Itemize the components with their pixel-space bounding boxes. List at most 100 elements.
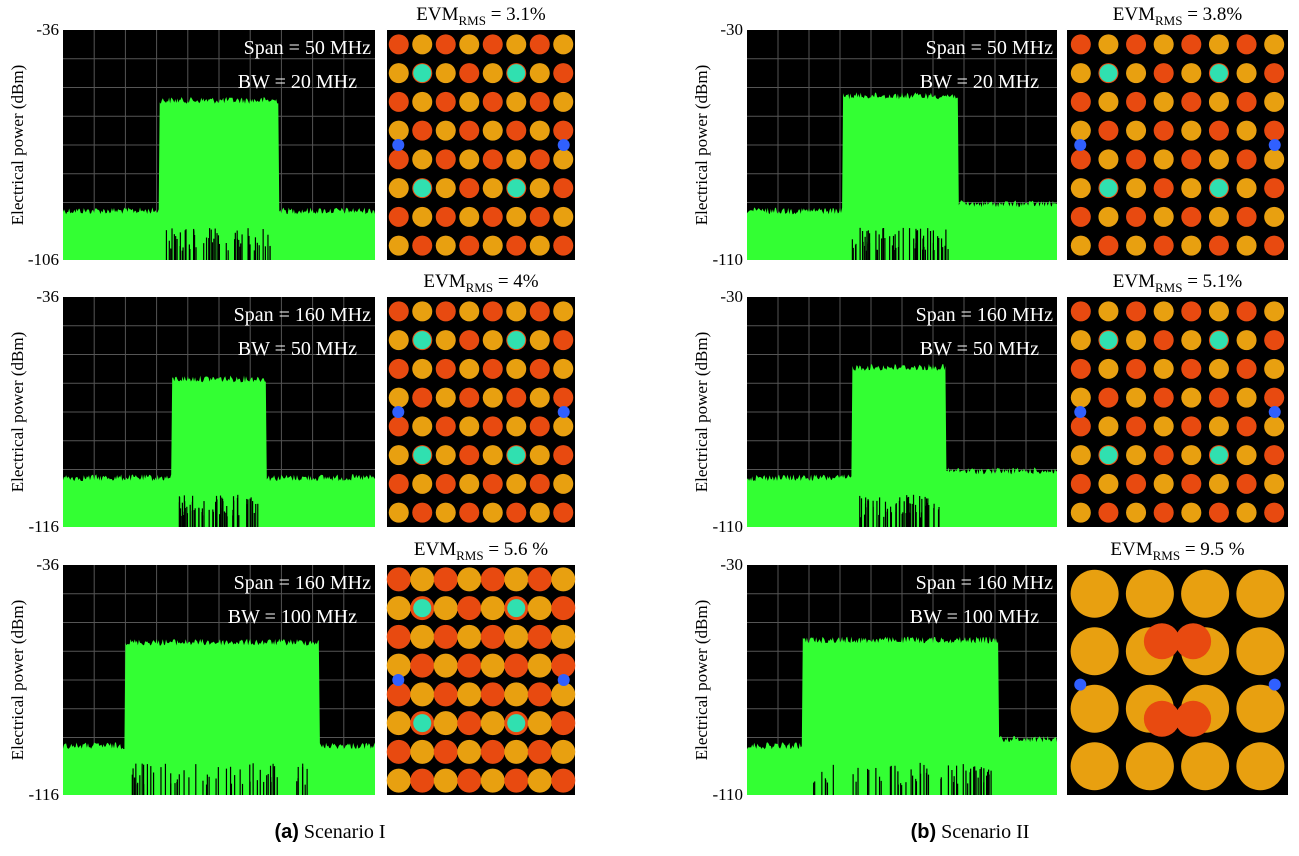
constellation-point <box>528 567 552 591</box>
constellation-point <box>389 503 409 523</box>
constellation-point <box>1236 570 1284 618</box>
constellation-point <box>389 388 409 408</box>
constellation-point <box>528 654 552 678</box>
constellation-point <box>389 416 409 436</box>
constellation-point <box>412 121 432 141</box>
evm-title: EVMRMS = 9.5 % <box>1110 539 1244 563</box>
constellation-point <box>481 596 505 620</box>
y-bottom-label: -106 <box>28 250 59 269</box>
constellation-point <box>504 769 528 793</box>
bw-label: BW = 100 MHz <box>910 606 1039 628</box>
constellation-point <box>553 149 573 169</box>
figure: Electrical power (dBm)-36-106Span = 50 M… <box>0 0 1299 856</box>
constellation-point <box>553 178 573 198</box>
constellation-point <box>1181 92 1201 112</box>
constellation-point <box>506 416 526 436</box>
constellation-point <box>389 63 409 83</box>
evm-title: EVMRMS = 4% <box>423 271 538 295</box>
constellation-point <box>483 34 503 54</box>
constellation-point <box>1071 503 1091 523</box>
constellation-point <box>410 769 434 793</box>
constellation-point <box>410 682 434 706</box>
constellation-point <box>1237 359 1257 379</box>
constellation-point <box>481 654 505 678</box>
constellation-point <box>436 63 456 83</box>
constellation-point <box>410 567 434 591</box>
constellation-point <box>483 178 503 198</box>
evm-value: = 5.6 % <box>484 539 549 560</box>
y-axis-label: Electrical power (dBm) <box>8 600 27 761</box>
constellation-point <box>530 178 550 198</box>
constellation-cluster <box>507 599 525 617</box>
constellation-cluster <box>1099 331 1117 349</box>
constellation-cluster <box>1099 179 1117 197</box>
constellation-point <box>553 445 573 465</box>
constellation-point <box>506 388 526 408</box>
constellation-point <box>1264 63 1284 83</box>
evm-value: = 4% <box>493 271 539 292</box>
constellation-point <box>1264 301 1284 321</box>
constellation-point <box>530 330 550 350</box>
constellation-point <box>483 149 503 169</box>
constellation-point <box>481 740 505 764</box>
constellation-point <box>412 92 432 112</box>
constellation-point <box>1126 388 1146 408</box>
constellation-point <box>1181 34 1201 54</box>
constellation-point <box>1209 207 1229 227</box>
constellation-point <box>389 121 409 141</box>
constellation-point <box>481 625 505 649</box>
constellation-ref <box>1269 679 1281 691</box>
constellation-point <box>483 388 503 408</box>
constellation-point <box>530 388 550 408</box>
y-bottom-label: -110 <box>712 517 743 536</box>
panel-caption: (b) Scenario II <box>911 821 1030 843</box>
constellation-point <box>530 359 550 379</box>
constellation-point <box>1181 359 1201 379</box>
panel-letter: (b) <box>911 821 937 843</box>
constellation-point <box>483 236 503 256</box>
constellation-point <box>412 416 432 436</box>
constellation-point <box>553 416 573 436</box>
constellation-point <box>436 416 456 436</box>
constellation-point <box>436 34 456 54</box>
constellation-point <box>1071 178 1091 198</box>
constellation-point <box>1098 301 1118 321</box>
constellation-point <box>530 416 550 436</box>
constellation-point <box>553 388 573 408</box>
constellation-point <box>553 474 573 494</box>
constellation-point <box>1126 503 1146 523</box>
constellation-point <box>506 236 526 256</box>
evm-value: = 3.8% <box>1182 4 1242 25</box>
constellation-point <box>1264 330 1284 350</box>
constellation-cluster <box>1175 701 1211 737</box>
constellation-point <box>1126 207 1146 227</box>
constellation-point <box>1126 474 1146 494</box>
constellation-point <box>459 236 479 256</box>
constellation-point <box>1264 149 1284 169</box>
constellation-ref <box>558 674 570 686</box>
constellation-bg <box>387 297 575 527</box>
bw-label: BW = 100 MHz <box>228 606 357 628</box>
constellation-point <box>387 769 411 793</box>
constellation-point <box>436 236 456 256</box>
constellation-point <box>553 236 573 256</box>
constellation-ref <box>1269 139 1281 151</box>
constellation-point <box>1237 63 1257 83</box>
constellation-point <box>504 654 528 678</box>
constellation-point <box>528 596 552 620</box>
constellation-point <box>1236 627 1284 675</box>
constellation-point <box>459 178 479 198</box>
constellation-point <box>530 445 550 465</box>
constellation-point <box>530 149 550 169</box>
y-axis-label: Electrical power (dBm) <box>8 332 27 493</box>
constellation-point <box>553 301 573 321</box>
constellation-point <box>436 330 456 350</box>
constellation-point <box>530 207 550 227</box>
constellation-point <box>436 207 456 227</box>
constellation-ref <box>1269 406 1281 418</box>
constellation-point <box>1264 359 1284 379</box>
constellation-point <box>412 34 432 54</box>
constellation-point <box>412 359 432 379</box>
constellation-point <box>436 92 456 112</box>
constellation-point <box>457 769 481 793</box>
